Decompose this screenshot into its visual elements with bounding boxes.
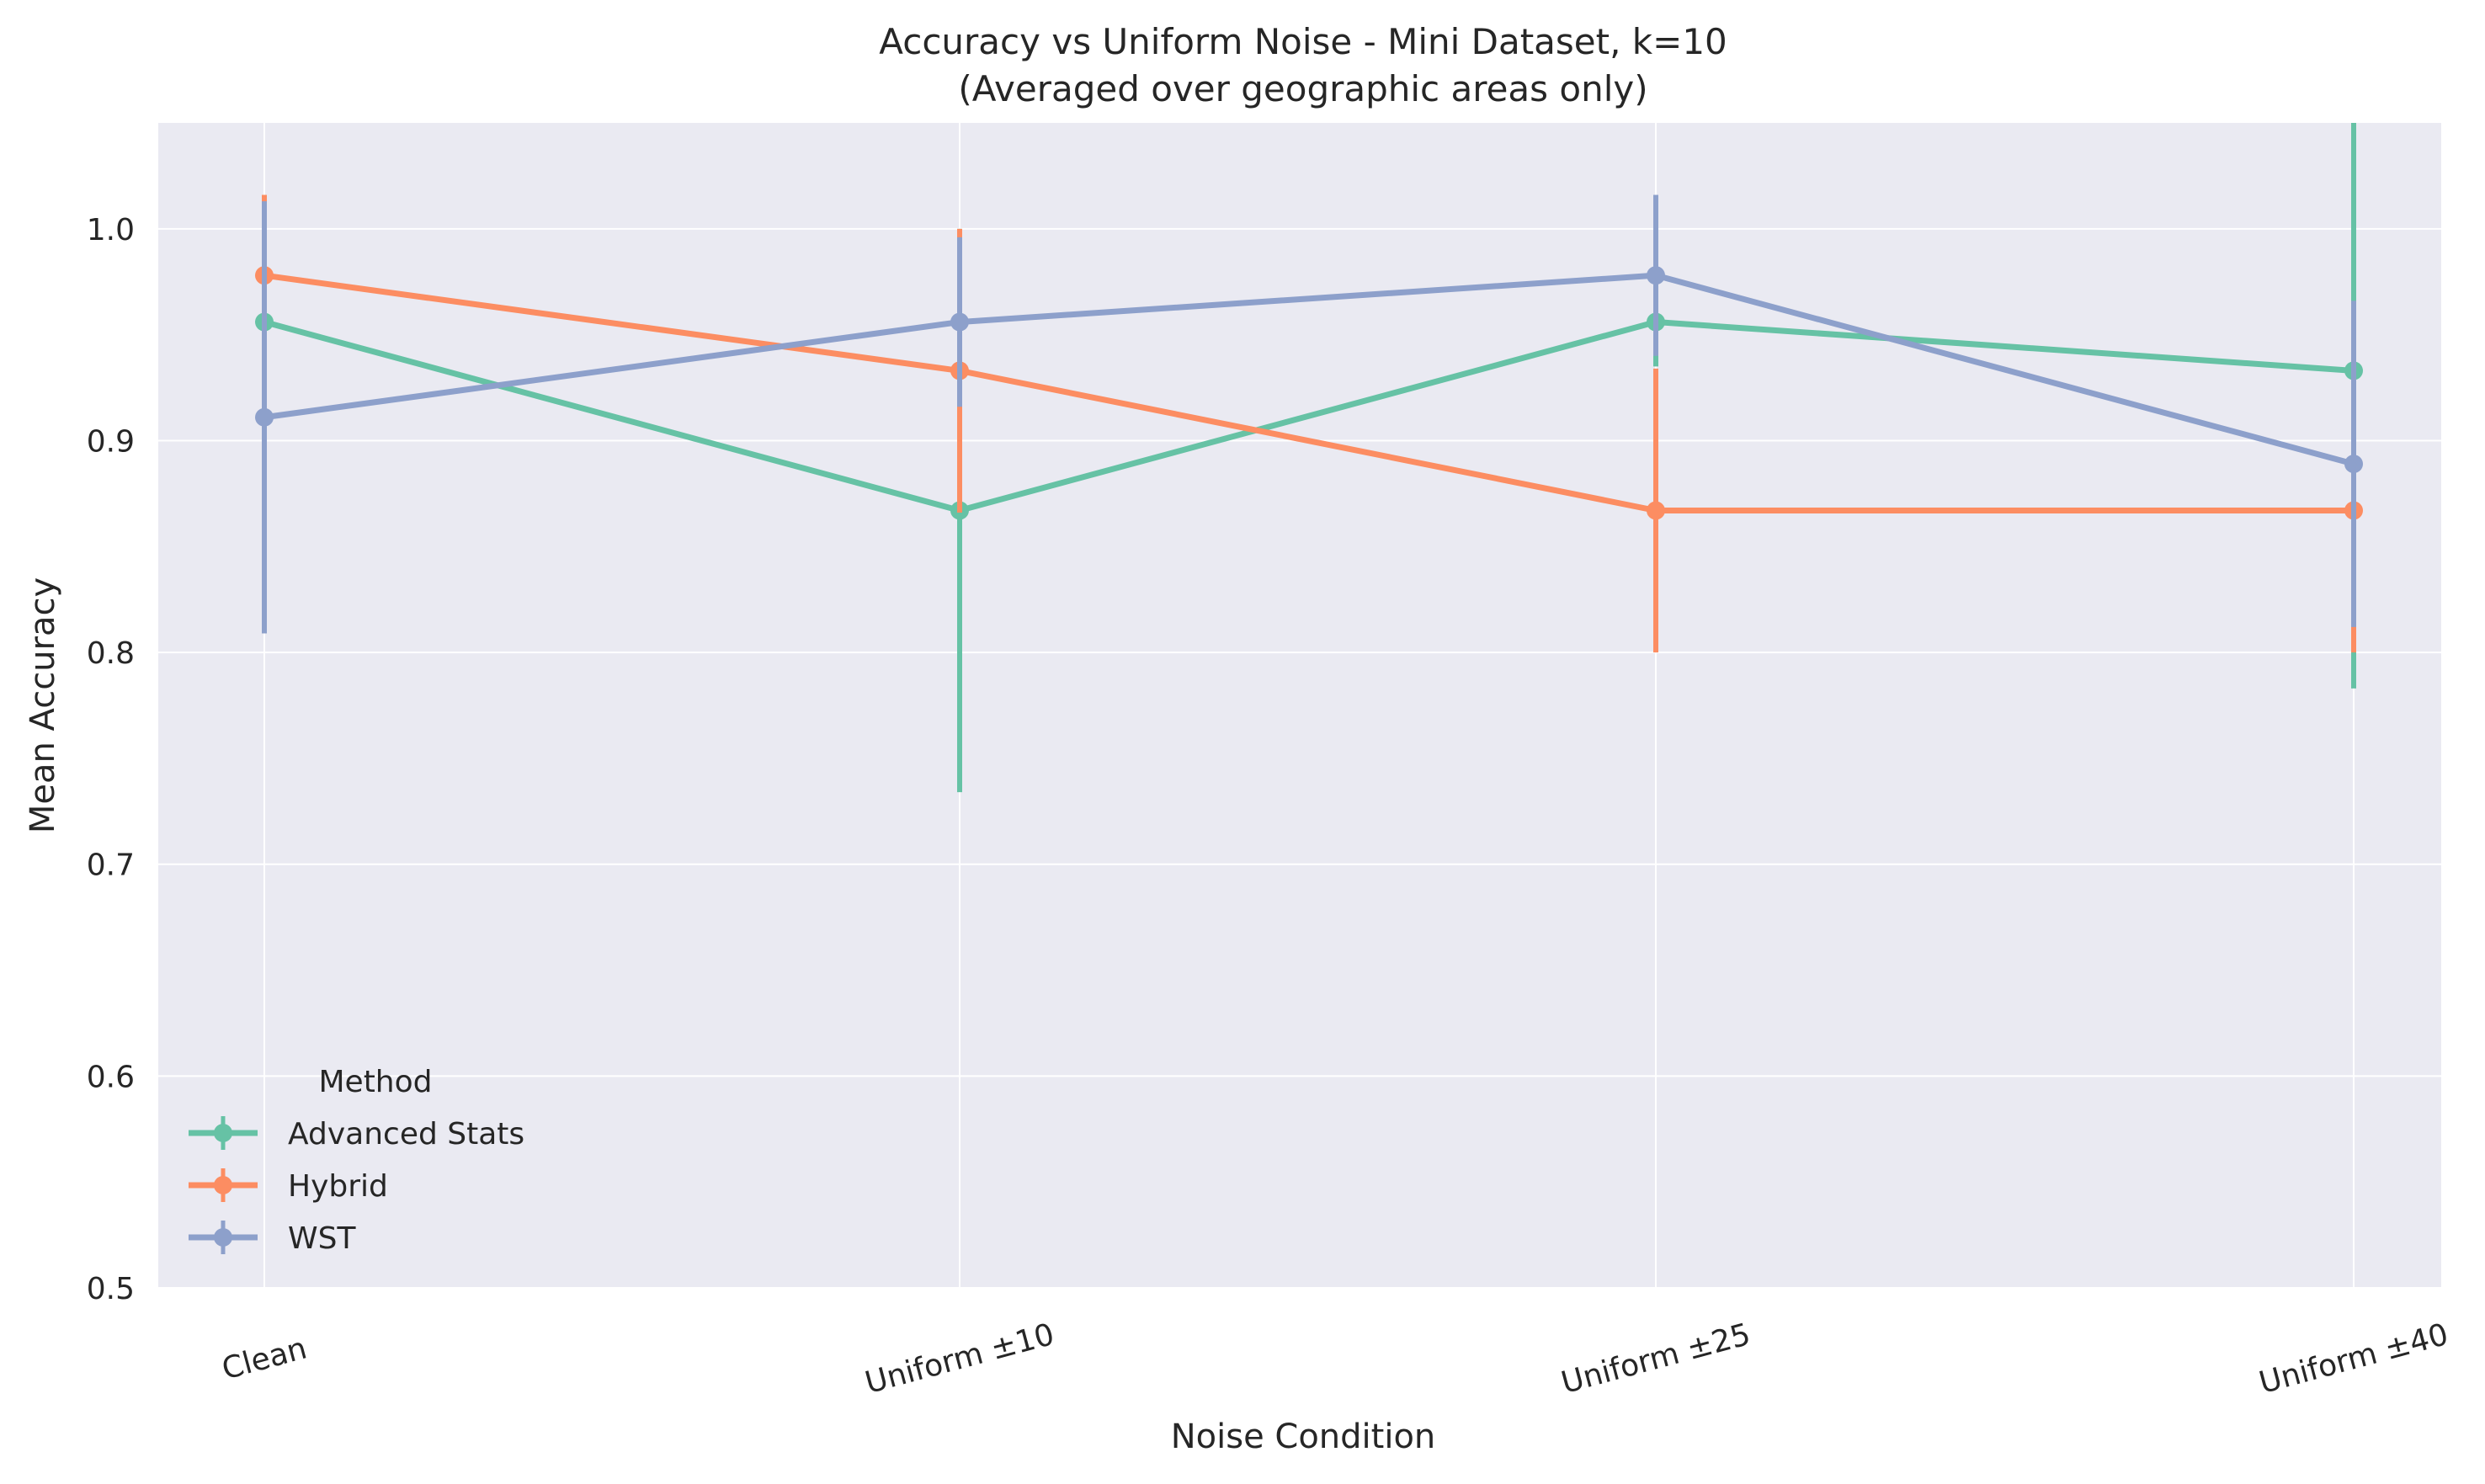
plot-area	[158, 123, 2441, 1288]
data-point-hybrid	[1647, 501, 1665, 520]
chart-title: Accuracy vs Uniform Noise - Mini Dataset…	[879, 21, 1727, 62]
y-tick-label: 0.9	[87, 424, 135, 459]
y-axis-ticks: 0.5 0.6 0.7 0.8 0.9 1.0	[87, 213, 135, 1306]
legend-item-advanced-stats: Advanced Stats	[189, 1116, 524, 1152]
y-tick-label: 0.5	[87, 1272, 135, 1306]
y-tick-label: 0.6	[87, 1060, 135, 1094]
legend-swatch-marker	[214, 1228, 232, 1247]
series-wst	[255, 194, 2363, 634]
data-point-wst	[950, 312, 969, 332]
legend-title: Method	[318, 1065, 432, 1099]
y-tick-label: 0.8	[87, 636, 135, 671]
y-tick-label: 0.7	[87, 848, 135, 883]
legend-item-hybrid: Hybrid	[189, 1168, 388, 1204]
legend-label: Advanced Stats	[288, 1117, 524, 1152]
data-point-wst	[2344, 455, 2363, 474]
chart-subtitle: (Averaged over geographic areas only)	[958, 68, 1647, 109]
series-line-advanced-stats	[263, 319, 2355, 513]
legend-item-wst: WST	[189, 1221, 356, 1256]
legend-label: WST	[288, 1221, 356, 1256]
series-line-hybrid	[263, 272, 2354, 513]
x-axis-label: Noise Condition	[1171, 1418, 1436, 1456]
series-layer	[255, 123, 2363, 793]
legend-items: Advanced Stats Hybrid WST	[189, 1116, 524, 1256]
legend-label: Hybrid	[288, 1169, 388, 1204]
y-axis-label: Mean Accuracy	[24, 577, 62, 833]
series-line-wst	[263, 272, 2355, 467]
legend-swatch-marker	[214, 1176, 232, 1194]
legend-swatch-marker	[214, 1124, 232, 1142]
y-tick-label: 1.0	[87, 213, 135, 247]
data-point-wst	[1647, 266, 1665, 285]
data-point-wst	[255, 407, 274, 427]
legend: Method Advanced Stats Hybrid WST	[189, 1065, 524, 1256]
